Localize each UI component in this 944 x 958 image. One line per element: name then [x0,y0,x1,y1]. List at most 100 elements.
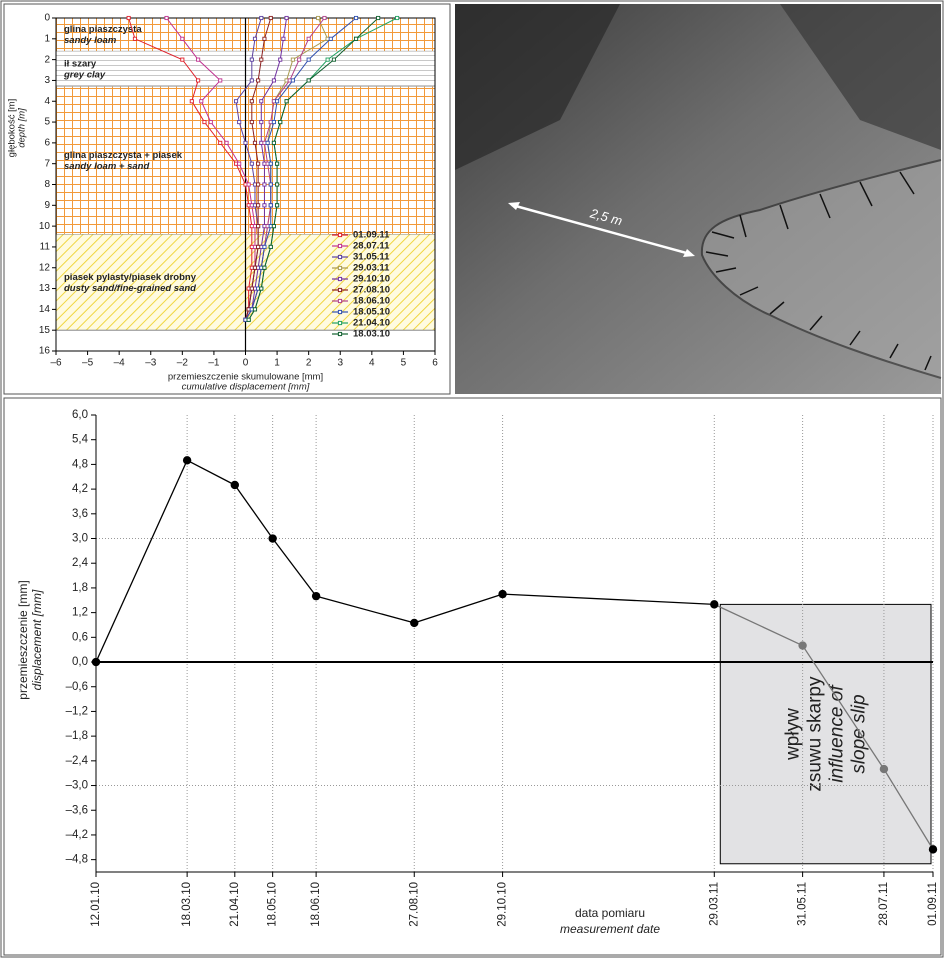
profile-marker [181,58,184,61]
profile-marker [203,120,206,123]
x-tick-label: 5 [401,358,407,369]
profile-marker [263,204,266,207]
legend-marker [338,288,341,291]
data-point [92,658,100,666]
x-tick-label: 2 [306,358,312,369]
profile-marker [329,37,332,40]
y-tick-label: –1,2 [66,705,88,717]
profile-marker [275,204,278,207]
y-tick-label: 4,2 [72,483,88,495]
x-tick-label: 18.05.10 [267,882,279,927]
y-tick-label: 2,4 [72,557,89,569]
y-tick-label: 4,8 [72,458,88,470]
profile-marker [269,16,272,19]
y-tick-label: 9 [44,200,50,211]
data-point [410,619,418,627]
data-point [880,765,888,773]
data-point [231,481,239,489]
profile-marker [307,79,310,82]
profile-marker [307,58,310,61]
y-tick-label: 1,2 [72,607,88,619]
profile-marker [260,287,263,290]
y-tick-label: –4,2 [66,829,88,841]
x-tick-label: –3 [145,358,157,369]
profile-marker [282,37,285,40]
profile-marker [257,79,260,82]
y-tick-label: 14 [39,304,51,315]
x-tick-label: 1 [274,358,280,369]
profile-marker [247,318,250,321]
profile-marker [298,58,301,61]
y-tick-label: 13 [39,283,51,294]
data-point [312,592,320,600]
x-tick-label: 31.05.11 [797,882,809,926]
x-tick-label: –2 [177,358,189,369]
legend-marker [338,255,341,258]
profile-marker [257,245,260,248]
data-point [498,590,506,598]
profile-marker [244,141,247,144]
legend-label: 18.05.10 [353,307,390,318]
profile-marker [238,120,241,123]
profile-marker [209,120,212,123]
profile-marker [263,37,266,40]
profile-marker [354,37,357,40]
highlight-text: zsuwu skarpy [805,676,826,792]
profile-marker [250,79,253,82]
x-axis-label: data pomiaru [575,906,645,920]
y-tick-label: 12 [39,262,51,273]
profile-marker [266,141,269,144]
layer-label-en: dusty sand/fine-grained sand [64,283,196,294]
x-tick-label: –1 [208,358,220,369]
profile-marker [291,79,294,82]
profile-marker [317,16,320,19]
profile-marker [200,100,203,103]
y-tick-label: 0,0 [72,656,88,668]
x-tick-label: 01.09.11 [927,882,939,926]
y-tick-label: 6 [44,138,50,149]
profile-marker [269,204,272,207]
x-tick-label: 29.03.11 [708,882,720,926]
profile-marker [285,100,288,103]
data-point [710,600,718,608]
legend-label: 28.07.11 [353,241,390,252]
profile-marker [263,266,266,269]
profile-marker [253,308,256,311]
profile-marker [260,58,263,61]
profile-marker [377,16,380,19]
profile-marker [250,120,253,123]
y-tick-label: 7 [44,158,50,169]
legend-label: 29.10.10 [353,274,390,285]
photo: 2,5 m [455,4,941,394]
profile-marker [219,79,222,82]
y-tick-label: 0,6 [72,631,88,643]
figure: 2,5 m glina piaszczystasandy loamił szar… [0,0,944,958]
profile-marker [133,37,136,40]
layer-label: glina piaszczysta + piasek [64,150,183,161]
profile-marker [263,245,266,248]
highlight-text: wpływ [783,708,804,761]
y-axis-label-en: depth [m] [17,108,28,148]
legend-label: 29.03.11 [353,263,390,274]
x-tick-label: 12.01.10 [90,882,102,927]
x-tick-label: 27.08.10 [408,882,420,927]
x-tick-label: 21.04.10 [229,882,241,927]
profile-marker [396,16,399,19]
profile-marker [247,183,250,186]
profile-marker [219,141,222,144]
profile-marker [269,183,272,186]
profile-marker [332,58,335,61]
profile-marker [181,37,184,40]
y-tick-label: 6,0 [72,409,88,421]
y-tick-label: –2,4 [66,755,89,767]
x-axis-label-en: cumulative displacement [mm] [182,382,310,393]
layer-label: ił szary [64,59,97,70]
profile-marker [269,245,272,248]
legend-label: 21.04.10 [353,318,390,329]
x-axis-label-en: measurement date [560,922,660,936]
profile-marker [275,162,278,165]
profile-marker [279,58,282,61]
legend-marker [338,233,341,236]
profile-marker [257,162,260,165]
profile-marker [307,37,310,40]
